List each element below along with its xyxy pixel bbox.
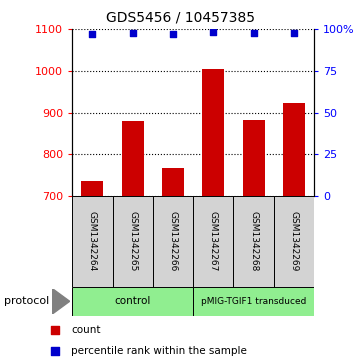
- Bar: [274, 196, 314, 287]
- Polygon shape: [52, 289, 70, 314]
- Text: GSM1342265: GSM1342265: [128, 211, 137, 272]
- Bar: [122, 121, 144, 196]
- Bar: [72, 196, 113, 287]
- Point: [130, 30, 135, 36]
- Bar: [193, 196, 234, 287]
- Text: count: count: [71, 325, 101, 335]
- Bar: [234, 196, 274, 287]
- Text: control: control: [114, 296, 151, 306]
- Text: GDS5456 / 10457385: GDS5456 / 10457385: [106, 11, 255, 25]
- Text: GSM1342266: GSM1342266: [169, 211, 178, 272]
- Text: GSM1342264: GSM1342264: [88, 211, 97, 272]
- Point: [291, 30, 297, 36]
- Bar: [153, 196, 193, 287]
- Text: percentile rank within the sample: percentile rank within the sample: [71, 346, 247, 356]
- Text: pMIG-TGIF1 transduced: pMIG-TGIF1 transduced: [201, 297, 306, 306]
- Point: [52, 327, 58, 333]
- Bar: [81, 182, 104, 196]
- Bar: [193, 287, 314, 316]
- Bar: [243, 120, 265, 196]
- Bar: [72, 287, 193, 316]
- Bar: [113, 196, 153, 287]
- Bar: [202, 69, 225, 196]
- Point: [52, 348, 58, 354]
- Point: [210, 29, 216, 35]
- Text: GSM1342268: GSM1342268: [249, 211, 258, 272]
- Bar: [162, 168, 184, 196]
- Point: [170, 31, 176, 37]
- Point: [251, 30, 256, 36]
- Text: GSM1342269: GSM1342269: [290, 211, 299, 272]
- Bar: [283, 103, 305, 196]
- Text: protocol: protocol: [4, 296, 49, 306]
- Point: [90, 31, 95, 37]
- Text: GSM1342267: GSM1342267: [209, 211, 218, 272]
